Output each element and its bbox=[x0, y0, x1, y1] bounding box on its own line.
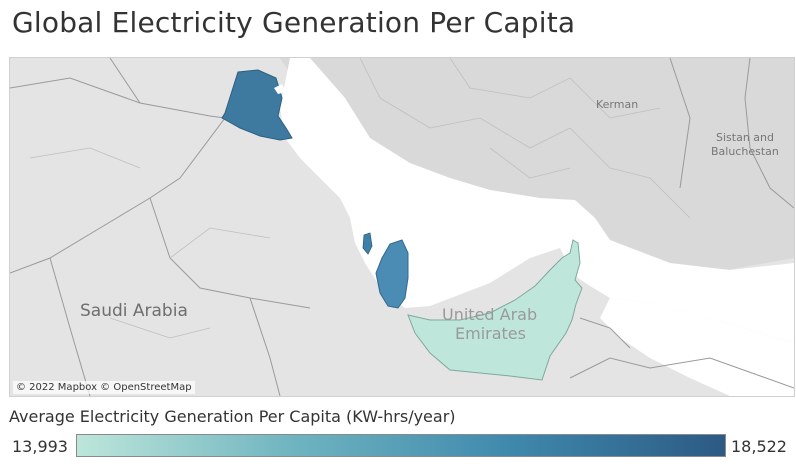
legend-title: Average Electricity Generation Per Capit… bbox=[9, 407, 456, 426]
region-bahrain[interactable] bbox=[362, 232, 373, 255]
region-qatar[interactable] bbox=[375, 239, 409, 309]
legend-max-label: 18,522 bbox=[731, 437, 787, 456]
label-uae-line2: Emirates bbox=[455, 324, 526, 343]
map-attribution[interactable]: © 2022 Mapbox © OpenStreetMap bbox=[13, 381, 195, 394]
region-kuwait[interactable] bbox=[221, 69, 293, 141]
label-sistan-line2: Baluchestan bbox=[711, 145, 779, 158]
gulf-of-oman-water bbox=[600, 298, 794, 396]
page-title: Global Electricity Generation Per Capita bbox=[12, 6, 576, 39]
region-united-arab-emirates[interactable] bbox=[407, 239, 583, 381]
legend-min-label: 13,993 bbox=[12, 437, 68, 456]
map-canvas[interactable]: Saudi Arabia United Arab Emirates Kerman… bbox=[10, 58, 794, 396]
label-uae-line1: United Arab bbox=[442, 305, 537, 324]
legend-color-ramp bbox=[76, 434, 726, 457]
bubiyan-island-gap bbox=[274, 84, 286, 94]
label-kerman: Kerman bbox=[596, 98, 638, 111]
map-view[interactable]: Saudi Arabia United Arab Emirates Kerman… bbox=[9, 57, 795, 397]
country-borders bbox=[10, 58, 794, 396]
label-saudi-arabia: Saudi Arabia bbox=[80, 301, 188, 321]
iran-terrain bbox=[280, 58, 794, 273]
province-borders bbox=[29, 58, 691, 339]
label-sistan-line1: Sistan and bbox=[716, 131, 774, 144]
